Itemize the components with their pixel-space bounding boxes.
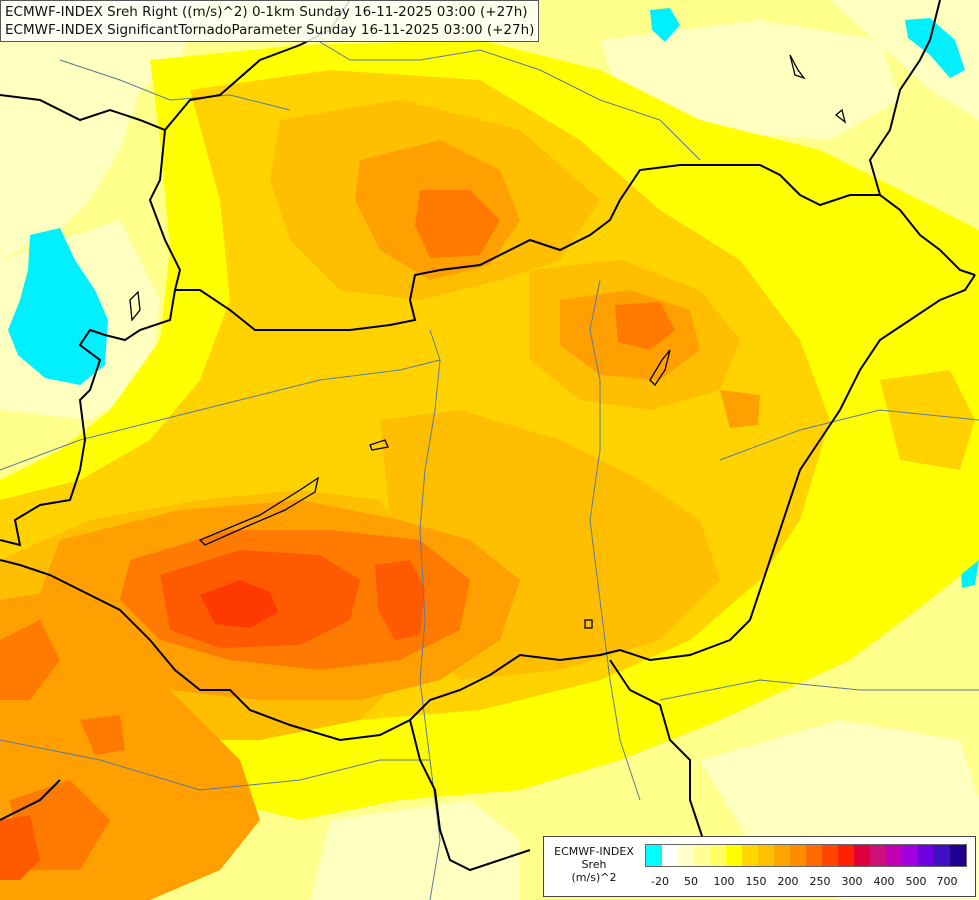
legend-swatch: [758, 845, 774, 866]
legend-tick-label: -20: [651, 875, 669, 888]
legend-swatch: [886, 845, 902, 866]
red-regions: [200, 580, 278, 628]
legend-swatch: [806, 845, 822, 866]
title-line-2: ECMWF-INDEX SignificantTornadoParameter …: [5, 22, 535, 38]
legend-tick-label: 150: [745, 875, 767, 888]
legend-ticks: -20 50 100 150 200 250 300 400 500 700: [645, 875, 975, 889]
legend-tick-label: 250: [809, 875, 831, 888]
color-legend: ECMWF-INDEX Sreh (m/s)^2 -20 50 100 150 200 2…: [543, 836, 976, 897]
legend-unit: (m/s)^2: [571, 871, 617, 884]
legend-tick-label: 500: [905, 875, 927, 888]
title-line-1: ECMWF-INDEX Sreh Right ((m/s)^2) 0-1km S…: [5, 4, 528, 20]
legend-swatch: [854, 845, 870, 866]
legend-swatch: [838, 845, 854, 866]
legend-source: ECMWF-INDEX: [554, 845, 634, 858]
legend-swatch: [726, 845, 742, 866]
legend-swatches: [645, 844, 967, 867]
legend-swatch: [694, 845, 710, 866]
legend-swatch: [950, 845, 966, 866]
legend-title: ECMWF-INDEX Sreh (m/s)^2: [546, 845, 642, 884]
legend-swatch: [742, 845, 758, 866]
legend-variable: Sreh: [581, 858, 607, 871]
legend-swatch: [934, 845, 950, 866]
legend-swatch: [662, 845, 678, 866]
legend-swatch: [678, 845, 694, 866]
map-title: ECMWF-INDEX Sreh Right ((m/s)^2) 0-1km S…: [0, 0, 540, 42]
legend-tick-label: 200: [777, 875, 799, 888]
rivers: [0, 29, 979, 900]
legend-tick-label: 700: [936, 875, 958, 888]
legend-swatch: [902, 845, 918, 866]
legend-swatch: [822, 845, 838, 866]
legend-swatch: [646, 845, 662, 866]
negative-srh-regions: [8, 8, 979, 588]
legend-tick-label: 400: [873, 875, 895, 888]
legend-tick-label: 50: [684, 875, 698, 888]
legend-tick-label: 100: [713, 875, 735, 888]
legend-swatch: [918, 845, 934, 866]
lakes: [129, 54, 847, 629]
legend-swatch: [870, 845, 886, 866]
legend-swatch: [774, 845, 790, 866]
legend-swatch: [790, 845, 806, 866]
legend-swatch: [710, 845, 726, 866]
legend-tick-label: 300: [841, 875, 863, 888]
